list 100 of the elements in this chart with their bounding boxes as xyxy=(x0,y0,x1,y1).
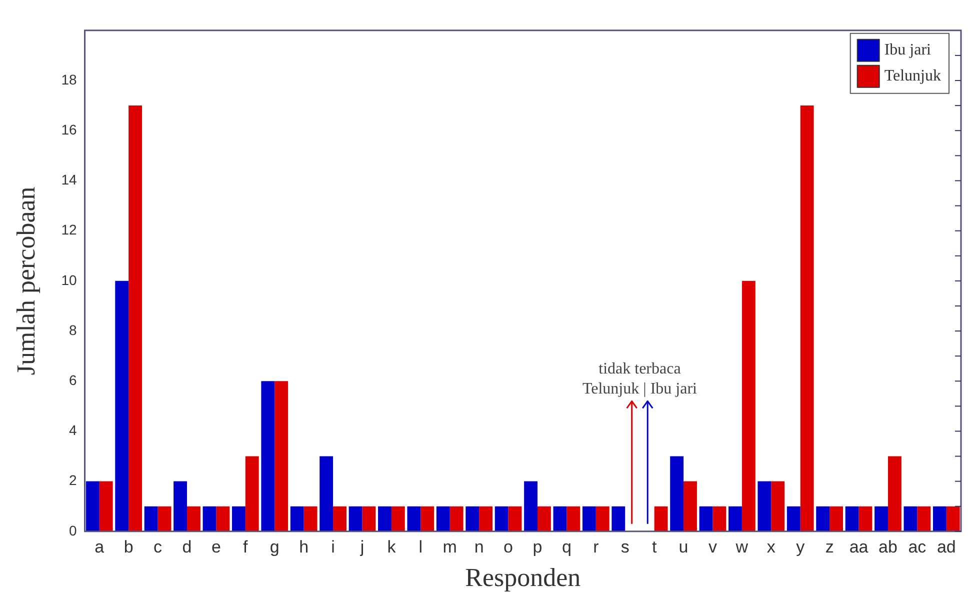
x-tick-label: b xyxy=(124,537,134,556)
x-tick-label: k xyxy=(387,537,396,556)
bar xyxy=(115,280,129,532)
bar xyxy=(596,506,610,532)
y-tick-label: 4 xyxy=(68,422,77,438)
x-tick-label: c xyxy=(154,537,163,556)
bar xyxy=(728,506,742,532)
bar xyxy=(128,106,142,532)
x-tick-label: y xyxy=(796,537,806,556)
y-tick-label: 8 xyxy=(68,322,77,338)
x-tick-label: p xyxy=(532,537,542,556)
x-tick-label: i xyxy=(331,537,335,556)
bar xyxy=(450,506,464,532)
bar xyxy=(932,506,946,532)
bar xyxy=(612,506,626,532)
bar xyxy=(391,506,405,532)
bar xyxy=(274,381,288,532)
bar xyxy=(566,506,580,532)
bar xyxy=(320,456,334,532)
x-tick-label: e xyxy=(211,537,221,556)
bar xyxy=(800,106,814,532)
bar xyxy=(845,506,859,532)
y-tick-label: 12 xyxy=(61,222,77,238)
bar xyxy=(537,506,551,532)
x-axis-title: Responden xyxy=(465,563,581,592)
x-tick-label: v xyxy=(708,537,718,556)
bar xyxy=(362,506,376,532)
bar xyxy=(99,481,113,532)
bar xyxy=(786,506,800,532)
x-tick-label: u xyxy=(678,537,688,556)
bar xyxy=(508,506,522,532)
x-tick-label: z xyxy=(825,537,834,556)
x-tick-label: q xyxy=(562,537,572,556)
y-tick-label: 0 xyxy=(68,522,77,538)
bar xyxy=(348,506,362,532)
bar xyxy=(158,506,172,532)
x-tick-label: ac xyxy=(908,537,927,556)
y-axis-title: Jumlah percobaan xyxy=(11,186,40,376)
x-tick-label: t xyxy=(652,537,657,556)
x-tick-label: w xyxy=(734,537,749,556)
bar xyxy=(874,506,888,532)
annotation: Telunjuk | Ibu jari xyxy=(582,380,698,398)
bar xyxy=(261,381,275,532)
x-tick-label: r xyxy=(593,537,600,556)
bar xyxy=(407,506,421,532)
x-tick-label: m xyxy=(442,537,457,556)
bar xyxy=(654,506,668,532)
y-tick-label: 18 xyxy=(61,71,77,88)
bar xyxy=(917,506,931,532)
x-tick-label: s xyxy=(620,537,630,556)
bar xyxy=(888,456,902,532)
bar xyxy=(758,481,772,532)
bar xyxy=(684,481,697,532)
bar xyxy=(582,506,596,532)
bar xyxy=(202,506,216,532)
bar xyxy=(466,506,480,532)
x-tick-label: h xyxy=(299,537,309,556)
bar xyxy=(144,506,158,532)
bar xyxy=(524,481,538,532)
bar xyxy=(333,506,346,532)
bar xyxy=(86,481,100,532)
x-tick-label: ad xyxy=(936,537,956,556)
bar xyxy=(420,506,434,532)
y-tick-label: 6 xyxy=(68,372,77,388)
x-tick-label: n xyxy=(474,537,484,556)
y-tick-label: 2 xyxy=(68,472,77,488)
bar xyxy=(479,506,493,532)
bar xyxy=(245,456,259,532)
x-tick-label: x xyxy=(766,537,776,556)
bar xyxy=(946,506,960,532)
x-tick-label: a xyxy=(94,537,105,556)
bar xyxy=(742,280,756,532)
x-tick-label: d xyxy=(182,537,192,556)
x-tick-label: f xyxy=(243,537,248,556)
bar xyxy=(699,506,713,532)
y-tick-label: 10 xyxy=(61,272,77,288)
x-tick-label: l xyxy=(418,537,423,556)
bar xyxy=(174,481,187,532)
bar xyxy=(712,506,726,532)
bar xyxy=(830,506,843,532)
bar xyxy=(378,506,392,532)
x-tick-label: g xyxy=(270,537,280,556)
legend-label: Ibu jari xyxy=(884,42,932,59)
bar xyxy=(187,506,200,532)
bar xyxy=(816,506,830,532)
y-tick-label: 16 xyxy=(61,121,77,138)
bar xyxy=(290,506,304,532)
bar xyxy=(216,506,230,532)
x-tick-label: aa xyxy=(849,537,869,556)
bar xyxy=(304,506,318,532)
bar xyxy=(553,506,567,532)
bar xyxy=(494,506,508,532)
x-tick-label: o xyxy=(504,537,514,556)
annotation: tidak terbaca xyxy=(598,360,681,378)
legend-label: Telunjuk xyxy=(884,68,942,85)
y-tick-label: 14 xyxy=(61,172,77,188)
bar xyxy=(904,506,918,532)
bar xyxy=(858,506,872,532)
bar xyxy=(436,506,450,532)
bar xyxy=(232,506,246,532)
